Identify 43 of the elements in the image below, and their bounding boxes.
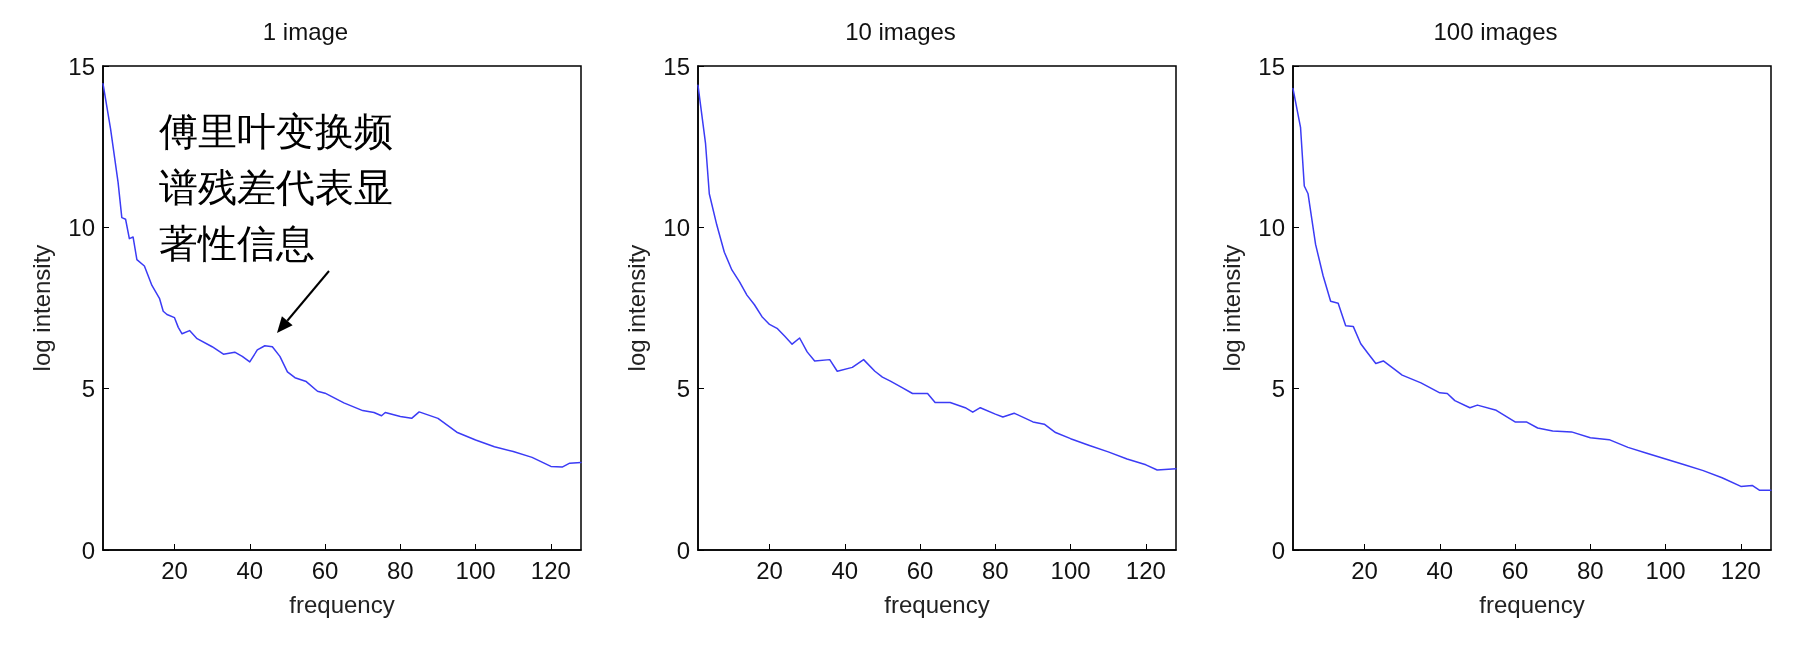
x-tick-label: 40 xyxy=(236,556,264,584)
y-tick-label: 15 xyxy=(68,52,95,80)
x-tick-label: 120 xyxy=(1125,556,1166,584)
y-tick-label: 10 xyxy=(1258,213,1285,241)
x-axis-title: frequency xyxy=(289,590,395,618)
y-axis-title: log intensity xyxy=(27,244,55,372)
y-tick-label: 0 xyxy=(81,536,95,564)
y-tick-label: 0 xyxy=(1271,536,1285,564)
line-series xyxy=(1292,87,1772,492)
chart-title: 1 image xyxy=(262,17,349,45)
x-tick-label: 80 xyxy=(1576,556,1604,584)
y-tick-label: 5 xyxy=(676,375,690,403)
x-axis-title: frequency xyxy=(884,590,990,618)
x-tick-label: 80 xyxy=(386,556,414,584)
y-tick-label: 10 xyxy=(663,213,690,241)
x-tick-label: 100 xyxy=(1645,556,1686,584)
x-tick-label: 60 xyxy=(311,556,339,584)
y-tick-label: 5 xyxy=(81,375,95,403)
x-tick-label: 60 xyxy=(906,556,934,584)
x-tick-label: 40 xyxy=(1426,556,1454,584)
x-tick-label: 100 xyxy=(1050,556,1091,584)
x-tick-label: 20 xyxy=(161,556,188,584)
x-tick-label: 80 xyxy=(981,556,1009,584)
x-tick-label: 20 xyxy=(1351,556,1378,584)
x-tick-label: 40 xyxy=(831,556,859,584)
y-tick-label: 0 xyxy=(676,536,690,564)
line-series xyxy=(697,84,1177,471)
x-tick-label: 120 xyxy=(530,556,571,584)
chart-title: 100 images xyxy=(1433,17,1558,45)
x-tick-label: 100 xyxy=(455,556,496,584)
line-series xyxy=(102,83,582,468)
y-axis-title: log intensity xyxy=(622,244,650,372)
y-tick-label: 15 xyxy=(1258,52,1285,80)
x-tick-label: 20 xyxy=(756,556,783,584)
y-axis-title: log intensity xyxy=(1217,244,1245,372)
x-axis-title: frequency xyxy=(1479,590,1585,618)
y-tick-label: 5 xyxy=(1271,375,1285,403)
annotation: 傅里叶变换频谱残差代表显著性信息 xyxy=(158,108,393,266)
x-tick-label: 120 xyxy=(1720,556,1761,584)
y-tick-label: 10 xyxy=(68,213,95,241)
chart-title: 10 images xyxy=(845,17,956,45)
y-tick-label: 15 xyxy=(663,52,690,80)
x-tick-label: 60 xyxy=(1501,556,1529,584)
